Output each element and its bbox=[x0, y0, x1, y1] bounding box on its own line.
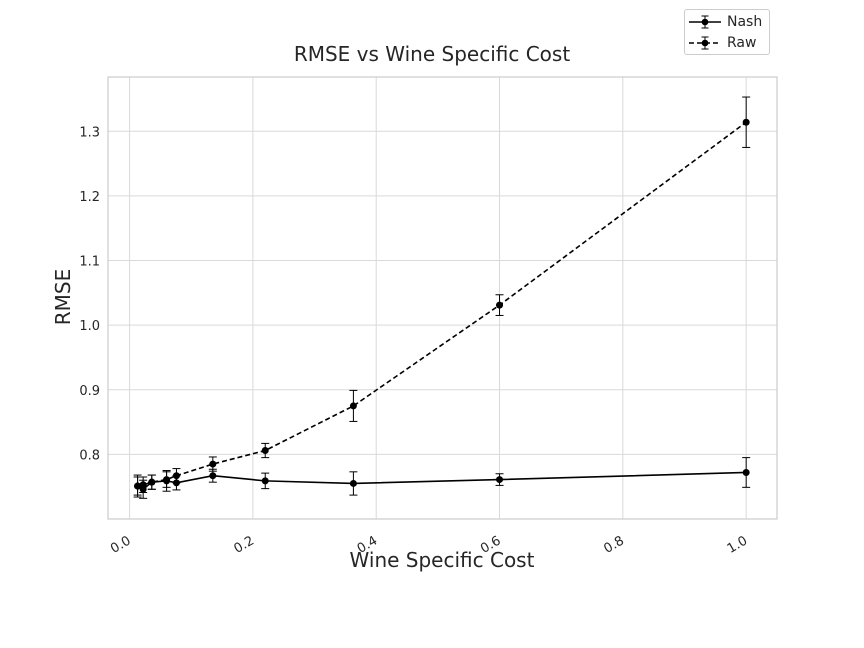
data-point-raw bbox=[742, 118, 750, 126]
y-tick-labels: 0.8 0.9 1.0 1.1 1.2 1.3 bbox=[79, 125, 100, 463]
series-line-raw bbox=[137, 121, 747, 487]
data-point-nash bbox=[496, 476, 504, 484]
data-point-raw bbox=[349, 402, 357, 410]
data-point-raw bbox=[261, 447, 269, 455]
data-point-nash bbox=[209, 472, 217, 480]
legend-item-nash: Nash bbox=[689, 13, 762, 31]
data-point-raw bbox=[163, 476, 171, 484]
data-point-nash bbox=[349, 479, 357, 487]
data-point-raw bbox=[148, 478, 156, 486]
y-tick-label: 1.1 bbox=[79, 255, 100, 270]
legend-label-nash: Nash bbox=[727, 14, 763, 30]
legend-swatch-nash bbox=[689, 15, 721, 29]
legend-swatch-raw bbox=[689, 36, 721, 50]
series-raw bbox=[133, 96, 751, 498]
legend-label-raw: Raw bbox=[727, 35, 757, 51]
legend-item-raw: Raw bbox=[689, 34, 756, 52]
data-point-raw bbox=[496, 301, 504, 309]
y-tick-label: 0.8 bbox=[79, 448, 100, 463]
x-tick-label: 1.0 bbox=[725, 533, 750, 556]
legend: Nash Raw bbox=[684, 9, 770, 55]
y-tick-label: 1.2 bbox=[79, 190, 100, 205]
x-tick-label: 0.0 bbox=[108, 533, 133, 556]
y-tick-label: 0.9 bbox=[79, 384, 100, 399]
series-nash bbox=[133, 457, 751, 499]
grid bbox=[108, 77, 777, 519]
y-tick-label: 1.0 bbox=[79, 319, 100, 334]
x-axis-label: Wine Specific Cost bbox=[350, 548, 535, 572]
data-marks bbox=[133, 96, 751, 499]
x-tick-label: 0.8 bbox=[601, 533, 626, 556]
data-point-nash bbox=[261, 477, 269, 485]
series-line-nash bbox=[137, 471, 747, 491]
y-axis-label: RMSE bbox=[51, 269, 75, 325]
data-point-raw bbox=[134, 482, 142, 490]
data-point-raw bbox=[172, 472, 180, 480]
data-point-raw bbox=[209, 460, 217, 468]
y-tick-label: 1.3 bbox=[79, 125, 100, 140]
chart-title: RMSE vs Wine Specific Cost bbox=[294, 42, 571, 66]
x-tick-label: 0.2 bbox=[231, 533, 256, 556]
plot-frame bbox=[107, 76, 778, 520]
data-point-nash bbox=[742, 468, 750, 476]
data-point-raw bbox=[139, 481, 147, 489]
